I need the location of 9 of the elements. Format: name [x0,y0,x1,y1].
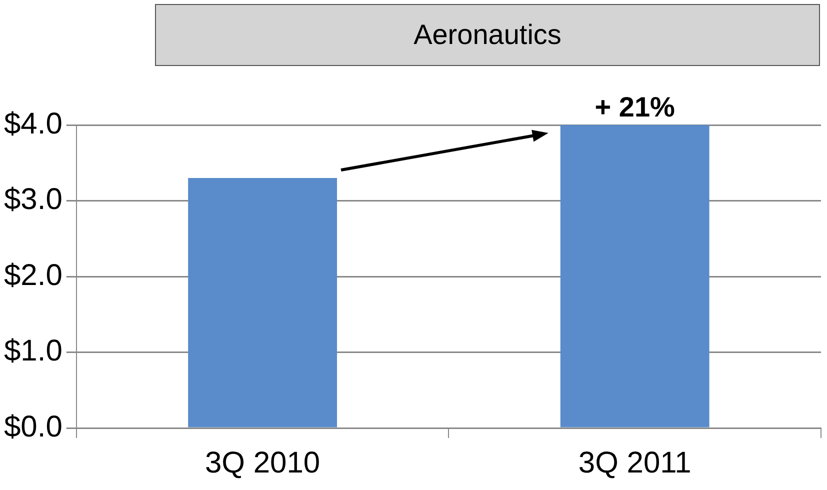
x-tick-label: 3Q 2010 [204,446,320,480]
y-tick-label: $1.0 [4,334,62,368]
x-tick-label: 3Q 2011 [578,446,692,480]
annotation: + 21% [594,92,676,123]
y-tick-label: $3.0 [4,183,62,216]
chart-title: Aeronautics [155,4,820,66]
y-tick-label: $2.0 [4,258,62,292]
y-tick-label: $4.0 [4,107,62,140]
y-tick-label: $0.0 [4,410,62,444]
